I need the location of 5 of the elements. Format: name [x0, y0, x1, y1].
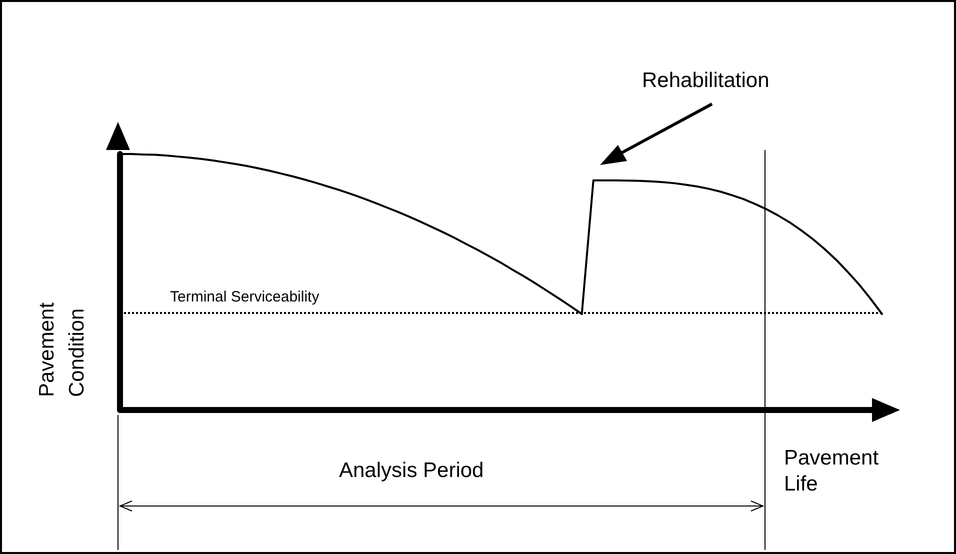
y-axis-title: Pavement Condition [36, 296, 88, 397]
text: Rehabilitation [642, 69, 770, 92]
ref-line-label: Terminal Serviceability [170, 288, 320, 306]
text: Analysis Period [339, 459, 484, 482]
x-axis-title: Pavement Life [784, 446, 884, 496]
